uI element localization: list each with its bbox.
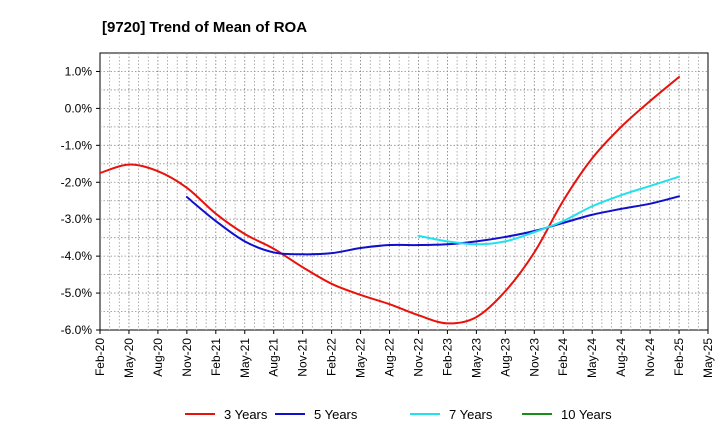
legend-label-3-years: 3 Years <box>224 407 268 422</box>
legend-label-7-years: 7 Years <box>449 407 493 422</box>
y-axis-ticks: 1.0% 0.0% -1.0% -2.0% -3.0% -4.0% -5.0% -6.0% <box>61 64 100 337</box>
series-line-5-years <box>185 195 681 256</box>
x-tick-label: Feb-20 <box>93 338 107 376</box>
grid-lines <box>100 53 708 330</box>
plot-frame <box>99 52 709 331</box>
x-tick-label: Aug-22 <box>383 338 397 377</box>
x-tick-label: Aug-20 <box>151 338 165 377</box>
x-tick-label: May-22 <box>354 338 368 378</box>
y-tick-label: -6.0% <box>61 323 93 337</box>
x-axis-ticks: Feb-20 May-20 Aug-20 Nov-20 Feb-21 May-21 Aug-… <box>93 330 715 378</box>
x-tick-label: Feb-25 <box>672 338 686 376</box>
legend: 3 Years 5 Years 7 Years 10 Years <box>185 407 612 422</box>
plot-area <box>99 52 709 331</box>
x-tick-label: Nov-23 <box>527 338 541 377</box>
y-tick-label: -2.0% <box>61 175 93 189</box>
y-tick-label: -1.0% <box>61 138 93 152</box>
legend-label-10-years: 10 Years <box>561 407 612 422</box>
series-line-7-years <box>417 175 681 246</box>
x-tick-label: Feb-24 <box>556 338 570 376</box>
series-lines <box>99 76 681 325</box>
x-tick-label: May-24 <box>585 338 599 378</box>
x-tick-label: Aug-24 <box>614 338 628 377</box>
y-tick-label: 0.0% <box>65 101 93 115</box>
x-tick-label: Feb-22 <box>325 338 339 376</box>
x-tick-label: Aug-23 <box>498 338 512 377</box>
x-tick-label: Feb-21 <box>209 338 223 376</box>
x-tick-label: May-20 <box>122 338 136 378</box>
y-tick-label: -3.0% <box>61 212 93 226</box>
x-tick-label: Feb-23 <box>440 338 454 376</box>
x-tick-label: Nov-21 <box>296 338 310 377</box>
chart-title: [9720] Trend of Mean of ROA <box>102 19 307 36</box>
y-tick-label: -4.0% <box>61 249 93 263</box>
y-tick-label: -5.0% <box>61 286 93 300</box>
x-tick-label: Nov-24 <box>643 338 657 377</box>
y-tick-label: 1.0% <box>65 64 93 78</box>
x-tick-label: May-21 <box>238 338 252 378</box>
x-tick-label: May-25 <box>701 338 715 378</box>
x-tick-label: Nov-20 <box>180 338 194 377</box>
legend-label-5-years: 5 Years <box>314 407 358 422</box>
series-line-3-years <box>99 76 681 325</box>
x-tick-label: May-23 <box>469 338 483 378</box>
x-tick-label: Nov-22 <box>411 338 425 377</box>
x-tick-label: Aug-21 <box>267 338 281 377</box>
